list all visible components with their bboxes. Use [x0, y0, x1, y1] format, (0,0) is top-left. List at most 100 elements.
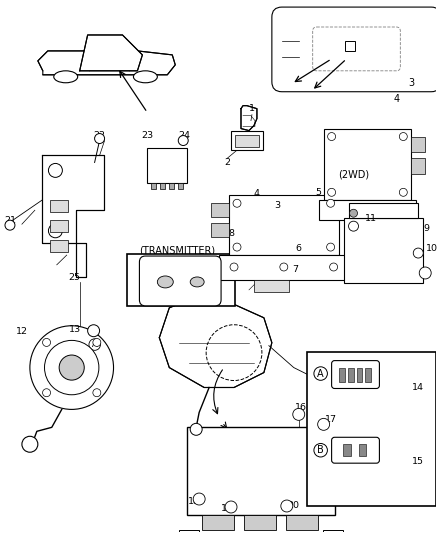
- Bar: [152, 183, 156, 189]
- Circle shape: [190, 423, 202, 435]
- Circle shape: [233, 243, 241, 251]
- Text: 17: 17: [325, 415, 337, 424]
- Text: 7: 7: [292, 265, 298, 274]
- Circle shape: [93, 389, 101, 397]
- Bar: [349, 203, 418, 218]
- Text: 3: 3: [408, 78, 414, 88]
- Circle shape: [225, 501, 237, 513]
- Bar: [160, 183, 165, 189]
- Text: 5: 5: [316, 188, 321, 197]
- Circle shape: [349, 221, 358, 231]
- Bar: [211, 223, 229, 237]
- Circle shape: [93, 338, 101, 346]
- Circle shape: [280, 263, 288, 271]
- Text: 3: 3: [274, 201, 280, 210]
- Bar: [324, 128, 411, 200]
- FancyBboxPatch shape: [313, 27, 400, 71]
- Polygon shape: [80, 35, 142, 71]
- Circle shape: [419, 267, 431, 279]
- Bar: [365, 368, 371, 382]
- Circle shape: [230, 263, 238, 271]
- Bar: [202, 515, 234, 530]
- Circle shape: [281, 500, 293, 512]
- Bar: [343, 218, 423, 283]
- Bar: [219, 255, 349, 280]
- Circle shape: [328, 188, 336, 196]
- Bar: [178, 183, 183, 189]
- Bar: [50, 240, 68, 252]
- Circle shape: [30, 326, 113, 409]
- Bar: [50, 200, 68, 212]
- Bar: [187, 427, 335, 515]
- Bar: [235, 134, 259, 147]
- Text: A: A: [92, 340, 98, 349]
- Bar: [211, 203, 229, 217]
- Text: 14: 14: [412, 383, 424, 392]
- Text: 4: 4: [254, 189, 260, 198]
- Text: 18: 18: [188, 497, 200, 505]
- Text: B: B: [28, 441, 32, 447]
- Circle shape: [42, 389, 50, 397]
- Bar: [411, 136, 425, 152]
- Circle shape: [5, 220, 15, 230]
- Circle shape: [59, 355, 84, 380]
- Circle shape: [327, 243, 335, 251]
- Text: 26: 26: [181, 295, 193, 304]
- Polygon shape: [42, 156, 103, 277]
- Text: B: B: [317, 445, 324, 455]
- Ellipse shape: [54, 71, 78, 83]
- Bar: [179, 530, 199, 533]
- Bar: [347, 368, 353, 382]
- Polygon shape: [159, 298, 272, 387]
- Text: 6: 6: [296, 244, 302, 253]
- Circle shape: [42, 338, 50, 346]
- Circle shape: [49, 164, 62, 177]
- Bar: [358, 445, 367, 456]
- Ellipse shape: [134, 71, 157, 83]
- FancyBboxPatch shape: [272, 7, 438, 92]
- Circle shape: [413, 248, 423, 258]
- Circle shape: [88, 325, 99, 337]
- Text: 20: 20: [288, 502, 300, 511]
- Circle shape: [327, 199, 335, 207]
- Bar: [357, 368, 363, 382]
- Bar: [244, 515, 276, 530]
- Circle shape: [233, 199, 241, 207]
- Circle shape: [22, 437, 38, 452]
- Bar: [50, 220, 68, 232]
- Bar: [231, 131, 263, 150]
- Circle shape: [178, 135, 188, 146]
- Text: 19: 19: [221, 505, 233, 513]
- Circle shape: [293, 408, 305, 421]
- Text: (2WD): (2WD): [338, 169, 369, 180]
- Circle shape: [399, 133, 407, 141]
- Bar: [343, 205, 364, 221]
- Text: 23: 23: [141, 131, 153, 140]
- Circle shape: [330, 263, 338, 271]
- Text: 13: 13: [69, 325, 81, 334]
- Circle shape: [45, 341, 99, 395]
- Bar: [307, 352, 436, 506]
- Text: 1: 1: [249, 104, 255, 113]
- Ellipse shape: [157, 276, 173, 288]
- Circle shape: [318, 418, 330, 430]
- Circle shape: [350, 209, 357, 217]
- Text: 4: 4: [393, 94, 399, 104]
- FancyBboxPatch shape: [332, 437, 379, 463]
- Bar: [345, 41, 354, 51]
- Text: 8: 8: [228, 229, 234, 238]
- FancyBboxPatch shape: [139, 256, 221, 306]
- Text: 10: 10: [426, 244, 438, 253]
- Text: 21: 21: [4, 216, 16, 225]
- Circle shape: [328, 133, 336, 141]
- Text: A: A: [318, 368, 324, 378]
- Polygon shape: [38, 51, 175, 75]
- Circle shape: [49, 224, 62, 238]
- Bar: [343, 445, 350, 456]
- Text: 25: 25: [69, 273, 81, 282]
- Bar: [411, 158, 425, 174]
- Circle shape: [193, 493, 205, 505]
- Text: 16: 16: [295, 403, 307, 412]
- Circle shape: [399, 188, 407, 196]
- FancyBboxPatch shape: [332, 361, 379, 389]
